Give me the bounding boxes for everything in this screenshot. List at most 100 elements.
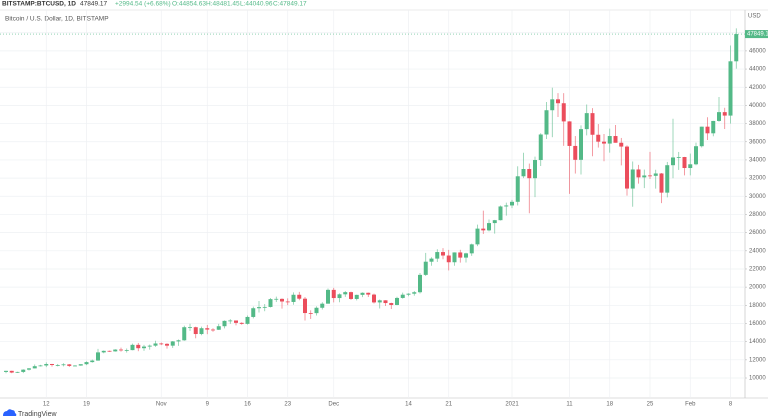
candle-body xyxy=(630,169,635,189)
candle-body xyxy=(728,61,733,116)
candle-body xyxy=(280,298,284,302)
candle-body xyxy=(343,292,348,295)
y-axis-label: USD xyxy=(748,14,761,20)
candle-body xyxy=(50,364,54,366)
candle-body xyxy=(722,112,727,116)
candle-body xyxy=(556,99,560,104)
candle-body xyxy=(734,34,739,62)
candle-body xyxy=(159,343,164,345)
candle-body xyxy=(498,206,503,221)
candle-body xyxy=(487,223,491,231)
candle-body xyxy=(130,344,135,351)
last-price-tag xyxy=(745,30,768,39)
candle-body xyxy=(717,112,721,121)
candle-body xyxy=(648,175,652,177)
candle-body xyxy=(274,298,279,300)
candle-body xyxy=(257,307,261,309)
x-tick-label: 16 xyxy=(244,402,251,408)
candle-body xyxy=(205,328,210,330)
x-tick-label: 21 xyxy=(445,402,452,408)
candle-body xyxy=(665,165,670,193)
candle-body xyxy=(251,308,256,317)
candle-body xyxy=(90,360,95,363)
candle-body xyxy=(510,201,514,206)
candle-body xyxy=(182,327,187,341)
candle-body xyxy=(147,345,152,347)
candle-body xyxy=(492,220,497,224)
candle-body xyxy=(78,364,83,366)
candle-body xyxy=(481,228,486,231)
candle-body xyxy=(521,169,526,177)
candle-body xyxy=(234,320,238,323)
candle-body xyxy=(435,252,440,259)
candle-body xyxy=(101,350,106,353)
candle-body xyxy=(262,306,267,308)
candle-body xyxy=(441,252,445,256)
x-tick-label: Feb xyxy=(685,402,696,408)
candle-body xyxy=(188,327,192,329)
y-tick-label: 42000 xyxy=(749,85,766,91)
x-tick-label: 14 xyxy=(405,402,412,408)
candle-body xyxy=(9,370,14,373)
candle-body xyxy=(596,134,601,142)
candle-body xyxy=(124,350,129,351)
candle-body xyxy=(423,261,428,275)
candle-body xyxy=(268,299,273,307)
candle-body xyxy=(515,176,520,202)
candle-body xyxy=(377,300,382,303)
logo: TradingView xyxy=(3,409,57,418)
candle-body xyxy=(199,328,204,335)
candle-body xyxy=(61,364,66,366)
y-tick-label: 32000 xyxy=(749,176,766,182)
x-tick-label: 2021 xyxy=(505,402,519,408)
candle-body xyxy=(607,136,612,144)
candle-body xyxy=(228,320,233,322)
candle-body xyxy=(4,370,8,372)
candle-body xyxy=(55,365,60,366)
logo-text: TradingView xyxy=(18,411,57,418)
y-tick-label: 28000 xyxy=(749,212,766,218)
y-tick-label: 24000 xyxy=(749,248,766,254)
candle-body xyxy=(395,297,399,305)
candle-body xyxy=(452,252,457,263)
y-tick-label: 36000 xyxy=(749,139,766,145)
x-tick-label: 11 xyxy=(566,402,573,408)
y-tick-label: 46000 xyxy=(749,48,766,54)
candle-body xyxy=(590,113,595,135)
candle-body xyxy=(671,157,675,166)
y-tick-label: 40000 xyxy=(749,103,766,109)
candle-body xyxy=(297,294,302,299)
y-tick-label: 14000 xyxy=(749,339,766,345)
candle-body xyxy=(326,289,330,304)
candle-body xyxy=(625,146,629,189)
candle-body xyxy=(464,253,468,258)
x-tick-label: 18 xyxy=(606,402,613,408)
candle-body xyxy=(153,343,158,346)
candle-body xyxy=(699,126,704,147)
x-tick-label: 9 xyxy=(206,402,210,408)
x-tick-label: 12 xyxy=(43,402,50,408)
candle-body xyxy=(44,364,49,366)
candle-body xyxy=(136,344,141,349)
candle-body xyxy=(406,293,411,295)
candle-body xyxy=(308,313,313,314)
candle-body xyxy=(682,157,687,169)
x-tick-label: 23 xyxy=(284,402,291,408)
candle-body xyxy=(475,228,480,245)
candle-body xyxy=(222,320,227,327)
candle-body xyxy=(32,366,37,369)
candle-body xyxy=(27,368,31,370)
candle-body xyxy=(711,120,716,134)
candle-body xyxy=(239,322,244,324)
y-tick-label: 38000 xyxy=(749,121,766,127)
y-tick-label: 26000 xyxy=(749,230,766,236)
candle-body xyxy=(170,341,175,346)
candle-body xyxy=(73,365,77,367)
candle-body xyxy=(613,136,618,143)
candle-body xyxy=(176,340,181,342)
candle-body xyxy=(15,371,20,373)
x-tick-label: Dec xyxy=(328,402,339,408)
y-tick-label: 12000 xyxy=(749,357,766,363)
